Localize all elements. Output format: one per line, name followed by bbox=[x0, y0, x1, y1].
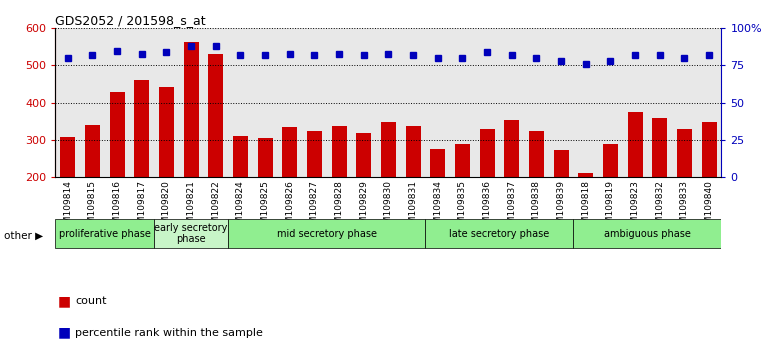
FancyBboxPatch shape bbox=[228, 219, 426, 248]
Text: ambiguous phase: ambiguous phase bbox=[604, 229, 691, 239]
Bar bbox=[578, 173, 593, 177]
Bar bbox=[209, 55, 223, 177]
Text: GDS2052 / 201598_s_at: GDS2052 / 201598_s_at bbox=[55, 14, 206, 27]
Bar bbox=[628, 112, 642, 177]
Bar bbox=[357, 133, 371, 177]
Bar bbox=[504, 120, 519, 177]
Bar bbox=[381, 122, 396, 177]
Text: late secretory phase: late secretory phase bbox=[450, 229, 550, 239]
Bar bbox=[85, 125, 100, 177]
Bar bbox=[554, 150, 568, 177]
Text: ■: ■ bbox=[58, 294, 71, 308]
Bar bbox=[258, 138, 273, 177]
Bar bbox=[406, 126, 420, 177]
FancyBboxPatch shape bbox=[574, 219, 721, 248]
Bar bbox=[480, 129, 494, 177]
Bar bbox=[652, 118, 668, 177]
Bar bbox=[109, 92, 125, 177]
Bar bbox=[283, 127, 297, 177]
Bar bbox=[233, 136, 248, 177]
Text: early secretory
phase: early secretory phase bbox=[155, 223, 228, 245]
Bar bbox=[307, 131, 322, 177]
Bar bbox=[184, 42, 199, 177]
Bar bbox=[159, 87, 174, 177]
Text: mid secretory phase: mid secretory phase bbox=[276, 229, 377, 239]
Text: ■: ■ bbox=[58, 326, 71, 340]
Bar bbox=[60, 137, 75, 177]
FancyBboxPatch shape bbox=[55, 219, 154, 248]
Bar bbox=[603, 144, 618, 177]
Text: percentile rank within the sample: percentile rank within the sample bbox=[75, 328, 263, 338]
Bar bbox=[430, 149, 445, 177]
Bar bbox=[455, 144, 470, 177]
Bar bbox=[701, 122, 717, 177]
Bar bbox=[332, 126, 346, 177]
Bar bbox=[677, 130, 692, 177]
Text: count: count bbox=[75, 296, 107, 306]
FancyBboxPatch shape bbox=[154, 219, 228, 248]
Bar bbox=[529, 131, 544, 177]
Text: other ▶: other ▶ bbox=[4, 230, 43, 240]
Text: proliferative phase: proliferative phase bbox=[59, 229, 151, 239]
Bar bbox=[135, 80, 149, 177]
FancyBboxPatch shape bbox=[426, 219, 574, 248]
